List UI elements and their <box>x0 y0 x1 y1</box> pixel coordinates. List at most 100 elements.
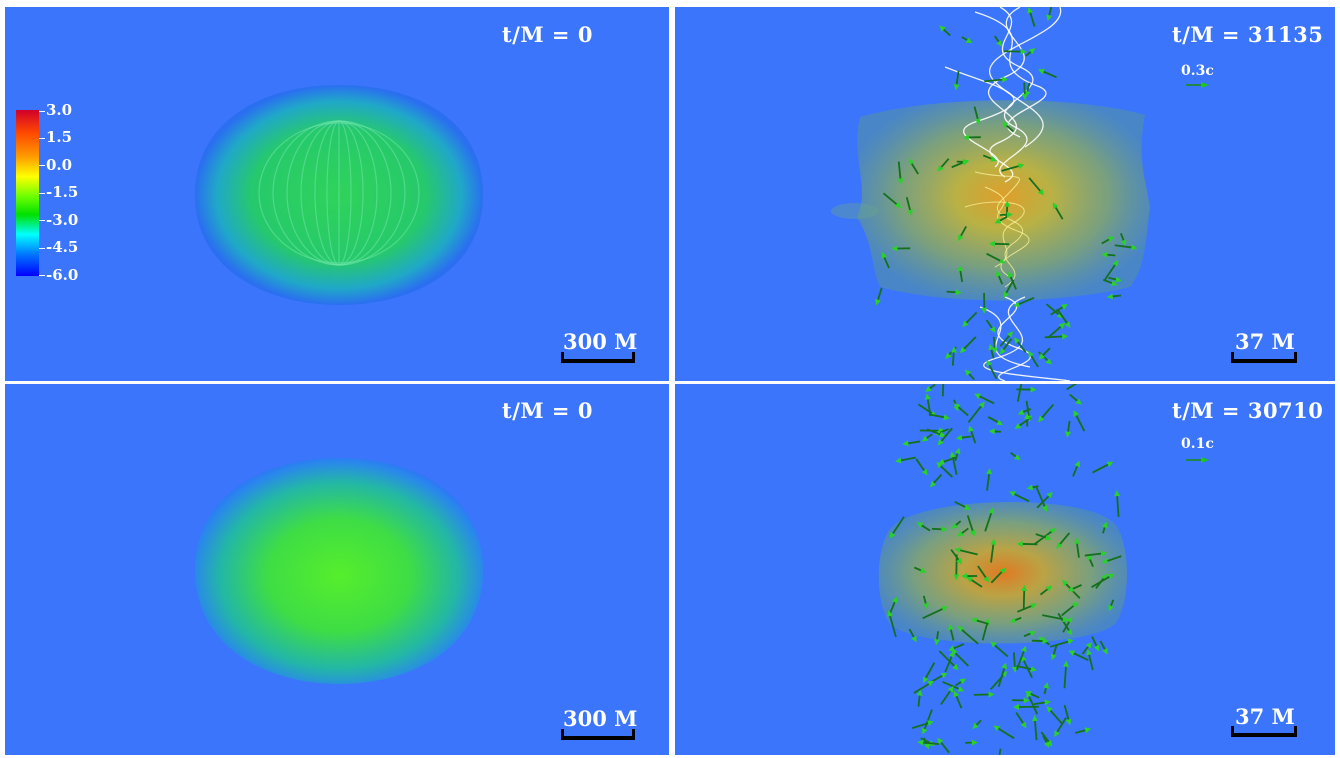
velocity-arrow-head <box>1074 537 1080 544</box>
velocity-arrow <box>1025 51 1032 57</box>
velocity-arrow <box>1102 527 1106 534</box>
velocity-arrow <box>982 154 992 160</box>
velocity-reference-label: 0.3c <box>1181 63 1214 79</box>
time-label: t/M = 0 <box>502 398 593 423</box>
velocity-arrow-head <box>955 289 962 296</box>
velocity-arrow <box>963 336 977 350</box>
velocity-arrow-head <box>969 529 976 537</box>
velocity-arrow <box>926 428 941 436</box>
velocity-arrow-head <box>927 680 934 687</box>
velocity-arrow <box>940 741 950 754</box>
velocity-arrow <box>1015 712 1024 724</box>
velocity-arrow <box>1015 650 1025 671</box>
velocity-arrow <box>1120 232 1125 241</box>
velocity-arrow-head <box>1086 648 1092 656</box>
velocity-arrow <box>913 566 922 572</box>
velocity-arrow-head <box>996 419 1004 426</box>
velocity-arrow-head <box>1062 616 1069 623</box>
velocity-arrow-head <box>957 264 964 272</box>
velocity-arrow <box>1018 296 1035 305</box>
velocity-arrows <box>875 7 1138 381</box>
velocity-arrow-head <box>1067 585 1075 592</box>
velocity-arrow-head <box>955 434 963 441</box>
velocity-arrow-head <box>981 307 988 314</box>
velocity-arrow <box>1047 325 1062 339</box>
velocity-arrow-head <box>954 547 961 554</box>
velocity-arrow-head <box>1031 714 1038 722</box>
velocity-arrow <box>984 78 1003 83</box>
scale-label: 300 M <box>563 329 638 354</box>
velocity-arrow-head <box>963 504 971 510</box>
velocity-arrow-head <box>1013 301 1021 307</box>
velocity-arrow <box>994 644 1009 658</box>
velocity-arrow-head <box>1101 251 1108 258</box>
scale-label: 300 M <box>563 706 638 731</box>
velocity-arrow <box>965 311 978 324</box>
velocity-arrow-head <box>1068 650 1076 656</box>
velocity-arrow <box>1059 532 1071 545</box>
velocity-arrow-head <box>1062 333 1069 340</box>
velocity-arrow <box>928 413 945 419</box>
velocity-arrow-head <box>1009 617 1017 623</box>
velocity-arrow-head <box>921 435 929 442</box>
velocity-arrow-head <box>1020 48 1027 55</box>
velocity-arrow <box>990 571 1003 584</box>
velocity-arrow-head <box>999 347 1006 355</box>
velocity-arrow <box>923 709 933 730</box>
velocity-arrow <box>929 384 936 390</box>
velocity-arrow-head <box>1026 690 1032 698</box>
velocity-arrow-head <box>1030 386 1037 393</box>
velocity-arrow-head <box>1046 491 1053 499</box>
initial-star-magnetized-render <box>195 85 483 305</box>
velocity-arrow-head <box>1007 271 1014 279</box>
velocity-arrow <box>998 275 1004 285</box>
velocity-arrow-head <box>962 134 969 141</box>
velocity-arrow-head <box>925 385 932 392</box>
velocity-arrow <box>1022 407 1032 413</box>
velocity-arrow-head <box>1106 293 1114 300</box>
colorbar-tick-label: 3.0 <box>46 101 73 119</box>
velocity-arrow <box>961 527 969 534</box>
velocity-arrow <box>979 395 995 405</box>
velocity-arrow-head <box>1106 461 1114 468</box>
velocity-arrow-head <box>1024 413 1031 420</box>
velocity-arrow <box>954 652 969 667</box>
velocity-arrow-head <box>1066 628 1073 636</box>
velocity-arrow-head <box>1046 740 1053 747</box>
velocity-arrow-head <box>991 347 998 354</box>
time-label: t/M = 0 <box>502 22 593 47</box>
panel-top-left: 3.0 1.5 0.0 -1.5 -3.0 -4.5 -6.0 t/M = 0 … <box>5 7 669 381</box>
velocity-arrow <box>1107 253 1116 257</box>
velocity-arrow <box>1033 530 1052 545</box>
velocity-arrow-head <box>952 663 959 671</box>
velocity-arrow <box>1089 559 1094 568</box>
velocity-arrow <box>1075 415 1086 432</box>
velocity-arrow-head <box>1049 528 1057 535</box>
velocity-arrow <box>950 549 960 561</box>
velocity-arrow <box>1049 710 1063 725</box>
time-label: t/M = 30710 <box>1172 398 1324 423</box>
velocity-arrow-head <box>1062 660 1069 667</box>
velocity-arrow <box>926 433 933 439</box>
velocity-arrow <box>1049 640 1069 648</box>
velocity-arrow <box>1032 485 1039 489</box>
velocity-arrow <box>976 619 989 625</box>
velocity-arrow <box>971 579 983 588</box>
velocity-reference-label: 0.1c <box>1181 436 1214 452</box>
velocity-arrow <box>1088 654 1094 671</box>
velocity-arrow-head <box>945 352 952 360</box>
velocity-arrow-head <box>1020 645 1027 653</box>
velocity-arrow-head <box>927 720 934 727</box>
velocity-arrow-head <box>1000 670 1008 678</box>
velocity-arrow <box>1108 276 1117 281</box>
velocity-arrow-head <box>1009 491 1016 497</box>
velocity-arrow-head <box>1067 638 1074 645</box>
velocity-arrow <box>944 656 953 673</box>
velocity-arrow-head <box>990 155 997 162</box>
velocity-arrow-head <box>968 425 975 433</box>
velocity-arrow <box>1002 338 1013 351</box>
velocity-arrow-head <box>1038 636 1045 643</box>
velocity-arrow-head <box>889 531 896 539</box>
velocity-arrow <box>984 512 993 532</box>
velocity-arrow-head <box>922 676 929 684</box>
